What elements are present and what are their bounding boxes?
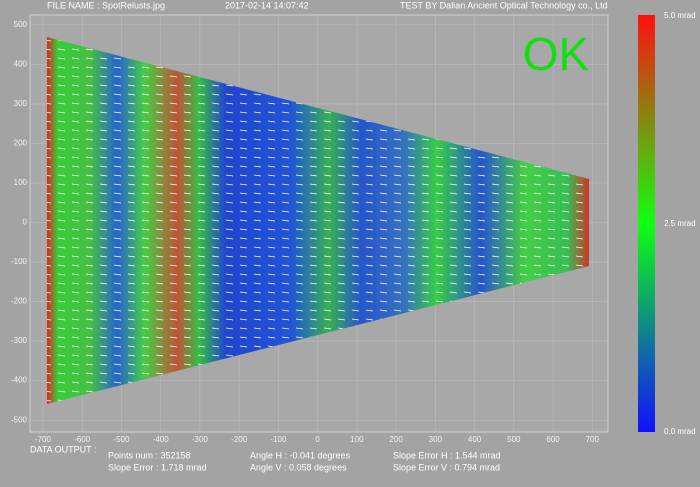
x-tick-label: -600	[74, 435, 91, 444]
angle-h: Angle H : -0.041 degrees	[250, 450, 351, 460]
slope-error-v: Slope Error V : 0.794 mrad	[393, 462, 500, 472]
output-title: DATA OUTPUT :	[30, 444, 97, 454]
x-tick-label: 500	[507, 435, 521, 444]
x-tick-label: -300	[192, 435, 209, 444]
colorbar-label: 0.0 mrad	[664, 427, 696, 436]
slope-error: Slope Error : 1.718 mrad	[108, 462, 207, 472]
x-tick-label: -500	[113, 435, 130, 444]
y-tick-label: 100	[14, 178, 28, 187]
x-tick-label: 400	[468, 435, 482, 444]
file-name: FILE NAME : SpotRelusts.jpg	[47, 0, 165, 10]
points: Points num : 352158	[108, 450, 191, 460]
x-tick-label: 0	[315, 435, 320, 444]
y-tick-label: -100	[11, 257, 28, 266]
y-tick-label: -300	[11, 336, 28, 345]
x-tick-label: -100	[270, 435, 287, 444]
y-tick-label: 200	[14, 139, 28, 148]
y-tick-label: -200	[11, 297, 28, 306]
y-tick-label: -500	[11, 415, 28, 424]
x-tick-label: -400	[153, 435, 170, 444]
x-tick-label: 300	[429, 435, 443, 444]
colorbar-label: 5.0 mrad	[664, 11, 696, 20]
y-tick-label: 0	[23, 218, 28, 227]
x-tick-label: -700	[35, 435, 52, 444]
x-tick-label: 700	[586, 435, 600, 444]
tester: TEST BY Dalian Ancient Optical Technolog…	[400, 0, 608, 10]
status: OK	[523, 28, 590, 80]
x-tick-label: 200	[389, 435, 403, 444]
y-tick-label: 300	[14, 99, 28, 108]
y-tick-label: 500	[14, 20, 28, 29]
colorbar-label: 2.5 mrad	[664, 219, 696, 228]
timestamp: 2017-02-14 14:07:42	[225, 0, 309, 10]
x-tick-label: 100	[350, 435, 364, 444]
slope-error-h: Slope Error H : 1.544 mrad	[393, 450, 501, 460]
colorbar	[638, 15, 655, 432]
x-tick-label: -200	[231, 435, 248, 444]
x-tick-label: 600	[546, 435, 560, 444]
y-tick-label: 400	[14, 60, 28, 69]
y-tick-label: -400	[11, 376, 28, 385]
angle-v: Angle V : 0.058 degrees	[250, 462, 347, 472]
slope-vectors	[47, 37, 589, 404]
